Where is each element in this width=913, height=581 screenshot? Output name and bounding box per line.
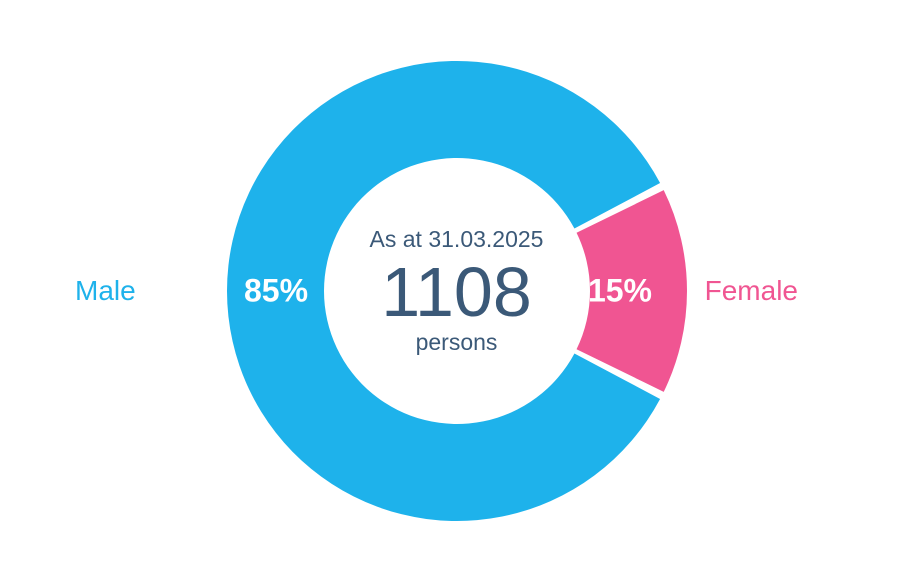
percent-male: 85%	[244, 272, 308, 309]
donut-chart-container: As at 31.03.2025 1108 persons Male Femal…	[0, 0, 913, 581]
chart-center-value: 1108	[370, 257, 544, 327]
chart-center-unit: persons	[370, 329, 544, 356]
label-female: Female	[705, 275, 798, 307]
chart-center-text: As at 31.03.2025 1108 persons	[370, 226, 544, 356]
chart-date-label: As at 31.03.2025	[370, 226, 544, 253]
label-male: Male	[75, 275, 136, 307]
percent-female: 15%	[588, 272, 652, 309]
